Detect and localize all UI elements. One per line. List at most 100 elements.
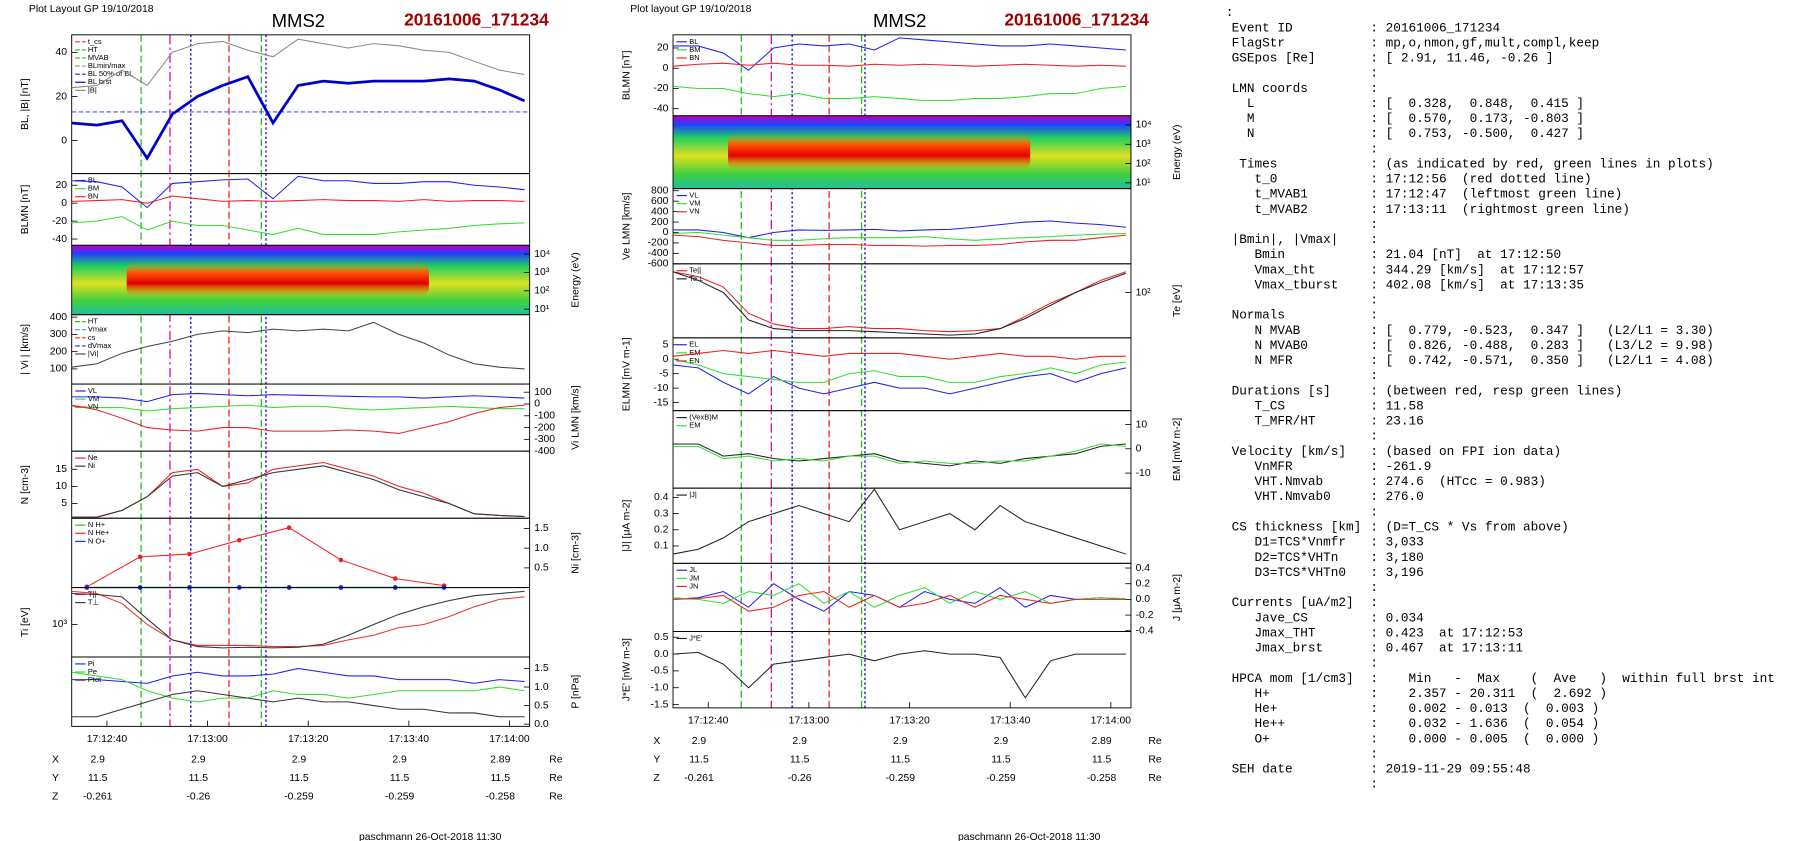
listing-value: : 3,180 [1370, 550, 1423, 565]
legend-label: J*E' [689, 633, 703, 642]
ephemeris-value: -0.259 [886, 773, 916, 784]
panel: 10¹ 10² 10³ 10⁴ Energy (eV) [672, 115, 1183, 190]
y-tick-label: 10² [1136, 287, 1152, 298]
y-axis-label: Te [eV] [1172, 285, 1183, 317]
y-axis-label: BLMN [nT] [20, 185, 31, 235]
y-tick-label: 100 [50, 364, 68, 375]
series-line [71, 392, 525, 403]
legend-label: BM [689, 45, 700, 54]
ephemeris-value: -0.259 [385, 792, 415, 803]
listing-value: : [ 0.570, 0.173, -0.803 ] [1370, 111, 1584, 126]
y-axis-label: Vi LMN [km/s] [571, 385, 582, 450]
y-axis-label: Energy (eV) [571, 252, 582, 307]
event-id: 20161006_171234 [1004, 10, 1149, 30]
ephemeris-unit: Re [1148, 773, 1162, 784]
listing-label: N MFR [1232, 353, 1293, 368]
legend-label: VN [689, 207, 699, 216]
y-tick-label: 100 [534, 387, 552, 398]
ephemeris-value: 2.9 [994, 736, 1009, 747]
legend-label: VL [88, 386, 97, 395]
y-tick-label: 400 [651, 206, 669, 217]
listing-label: Normals [1232, 308, 1285, 323]
y-tick-label: -20 [52, 216, 67, 227]
listing-label: Vmax_tburst [1232, 277, 1339, 292]
listing-value: : 17:12:47 (leftmost green line) [1370, 187, 1622, 202]
y-tick-label: 0.5 [534, 700, 549, 711]
series-line [672, 358, 1126, 383]
ephemeris-name: Z [52, 792, 59, 803]
legend-label: BL brst [88, 77, 112, 86]
listing-value: : 2019-11-29 09:55:48 [1370, 762, 1530, 777]
ephemeris-value: 2.9 [792, 736, 807, 747]
series-line [71, 667, 525, 684]
ephemeris-name: Y [52, 773, 59, 784]
panel-frame [71, 173, 531, 246]
listing-value: : [1370, 746, 1378, 761]
legend-label: VM [88, 394, 99, 403]
x-tick-label: 17:13:40 [389, 734, 430, 745]
listing-value: : 274.6 (HTcc = 0.983) [1370, 474, 1546, 489]
listing-value: : [1370, 656, 1378, 671]
legend-label: cs [88, 333, 96, 342]
ephemeris-value: 11.5 [289, 773, 309, 784]
data-point [187, 551, 192, 557]
y-tick-label: 0.0 [534, 719, 549, 730]
listing-label: He+ [1232, 701, 1278, 716]
listing-label: VnMFR [1232, 459, 1293, 474]
y-tick-label: 600 [651, 196, 669, 207]
ephemeris-value: -0.258 [486, 792, 516, 803]
y-axis-label: EM [mW m-2] [1172, 418, 1183, 482]
listing-label: t_MVAB1 [1232, 187, 1309, 202]
ephemeris-value: -0.261 [83, 792, 113, 803]
legend-label: BLmin/max [88, 61, 126, 70]
listing-label: GSEpos [Re] [1232, 51, 1316, 66]
listing-label: Times [1232, 156, 1278, 171]
listing-value: : 0.002 - 0.013 ( 0.003 ) [1370, 701, 1599, 716]
y-tick-label: -40 [52, 234, 67, 245]
panel: -10 0 10 EM [mW m-2] (VexB)MEM [672, 410, 1183, 489]
series-line [71, 175, 525, 209]
ephemeris-value: 11.5 [88, 773, 108, 784]
listing-label: N MVAB [1232, 323, 1301, 338]
event-id: 20161006_171234 [404, 10, 549, 30]
listing-value: : 17:13:11 (rightmost green line) [1370, 202, 1630, 217]
listing-label: L [1232, 96, 1255, 111]
listing-value: : 11.58 [1370, 398, 1423, 413]
y-tick-label: 0 [1136, 444, 1142, 455]
legend-label: BN [689, 53, 699, 62]
listing-label: M [1232, 111, 1255, 126]
y-tick-label: -600 [648, 259, 669, 270]
ephemeris-value: -0.259 [986, 773, 1016, 784]
y-axis-label: ELMN [mV m-1] [622, 337, 633, 411]
y-tick-label: 0 [61, 135, 67, 146]
ephemeris-name: Z [653, 773, 660, 784]
series-line [672, 271, 1127, 333]
y-tick-label: -10 [1136, 468, 1151, 479]
listing-value: : [ 0.328, 0.848, 0.415 ] [1370, 96, 1584, 111]
panel-frame [71, 656, 531, 727]
legend-label: BM [88, 184, 99, 193]
y-tick-label: 0.5 [654, 632, 669, 643]
y-axis-label: N [cm-3] [20, 465, 31, 504]
series-line [71, 590, 525, 648]
plot-header: Plot Layout GP 19/10/2018 [29, 4, 154, 15]
ephemeris-value: 11.5 [689, 755, 709, 766]
y-axis-label: |J| [μA m-2] [622, 499, 633, 551]
listing-value: : [ 0.826, -0.488, 0.283 ] (L3/L2 = 9.98… [1370, 338, 1713, 353]
ephemeris-unit: Re [1148, 736, 1162, 747]
listing-value: : (between red, resp green lines) [1370, 383, 1622, 398]
footer: paschmann 26-Oct-2018 11:30 [359, 832, 502, 841]
ephemeris-value: 11.5 [390, 773, 410, 784]
ephemeris-value: 2.9 [191, 755, 206, 766]
listing-value: : [1370, 595, 1378, 610]
series-line [71, 465, 525, 518]
listing-label: CS thickness [km] [1232, 520, 1362, 535]
y-tick-label: -15 [653, 397, 668, 408]
series-line [71, 404, 525, 412]
legend-label: HT [88, 317, 98, 326]
series-line [86, 527, 445, 588]
listing-value: : 23.16 [1370, 414, 1423, 429]
legend-label: JN [689, 581, 698, 590]
